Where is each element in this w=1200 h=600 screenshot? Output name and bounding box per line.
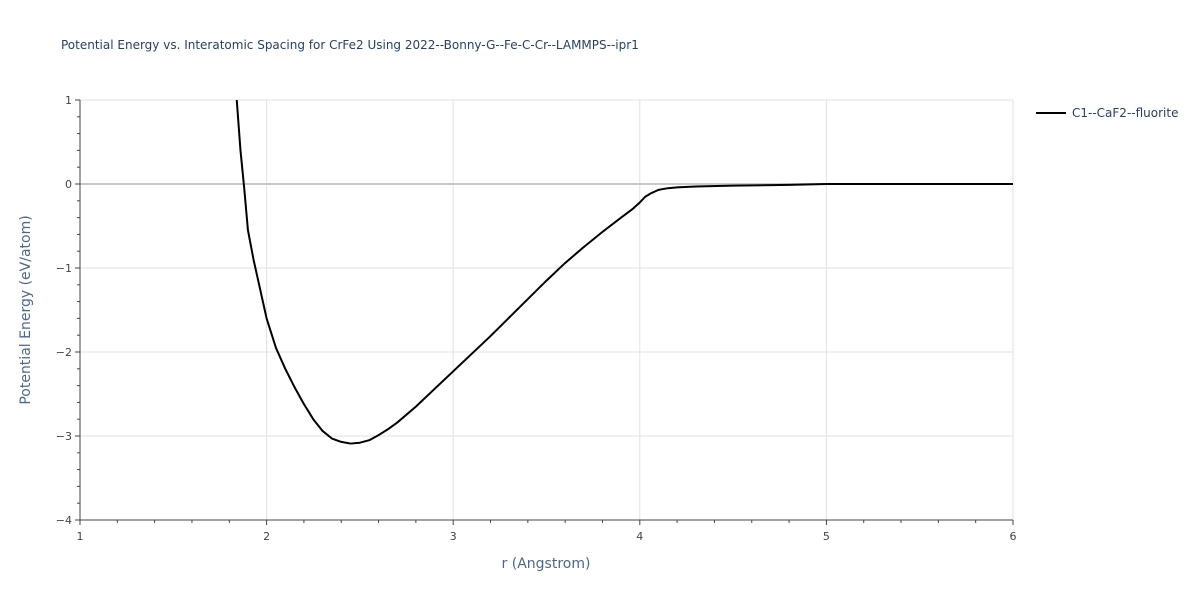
- y-tick-label: 1: [65, 94, 72, 107]
- y-tick-labels: 1 0 −1 −2 −3 −4: [56, 94, 72, 527]
- y-tick-label: −2: [56, 346, 72, 359]
- x-tick-label: 6: [1010, 530, 1017, 543]
- x-gridlines: [266, 100, 1014, 520]
- y-tick-label: −3: [56, 430, 72, 443]
- x-tick-label: 3: [450, 530, 457, 543]
- x-tick-label: 5: [823, 530, 830, 543]
- y-tick-label: −4: [56, 514, 72, 527]
- y-axis-title: Potential Energy (eV/atom): [18, 215, 34, 404]
- y-gridlines: [80, 99, 1013, 437]
- x-axis-title: r (Angstrom): [502, 556, 591, 572]
- axes: [75, 99, 1014, 525]
- x-tick-label: 2: [263, 530, 270, 543]
- y-tick-label: 0: [65, 178, 72, 191]
- x-tick-label: 1: [77, 530, 84, 543]
- chart-title: Potential Energy vs. Interatomic Spacing…: [61, 38, 639, 52]
- legend[interactable]: C1--CaF2--fluorite: [1036, 106, 1178, 120]
- series-layer: [235, 100, 1013, 445]
- x-tick-labels: 1 2 3 4 5 6: [77, 530, 1017, 543]
- y-tick-label: −1: [56, 262, 72, 275]
- legend-swatch: [1036, 112, 1066, 114]
- x-tick-label: 4: [636, 530, 643, 543]
- series-line[interactable]: [235, 100, 1013, 445]
- legend-entry-label: C1--CaF2--fluorite: [1072, 106, 1179, 120]
